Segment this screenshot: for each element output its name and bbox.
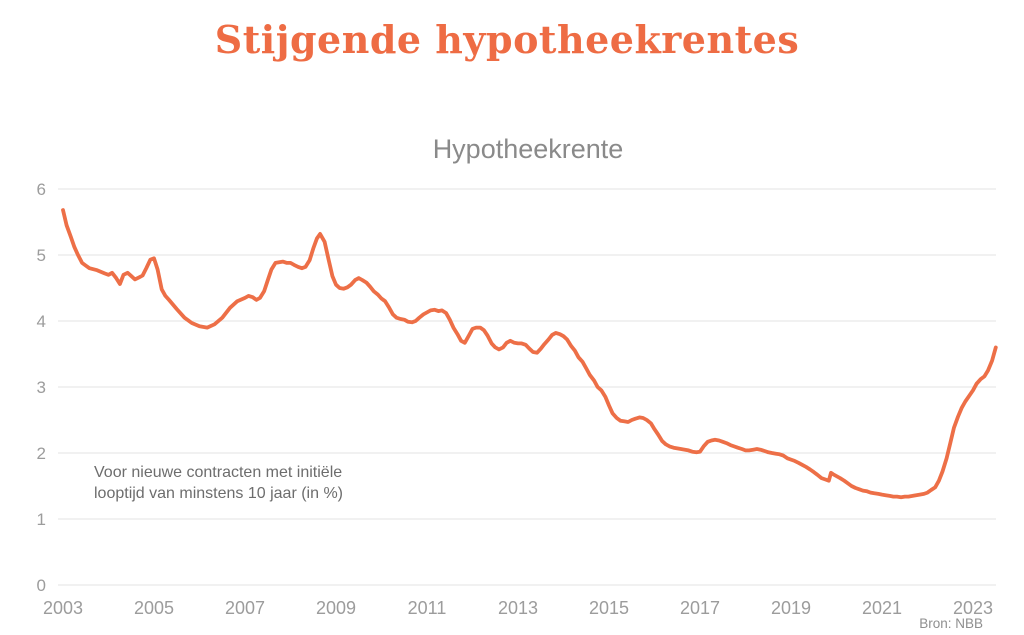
y-tick-label-3: 3 xyxy=(37,378,46,397)
x-tick-label-2021: 2021 xyxy=(862,598,902,618)
y-tick-label-6: 6 xyxy=(37,180,46,199)
x-tick-label-2007: 2007 xyxy=(225,598,265,618)
x-tick-label-2011: 2011 xyxy=(408,598,447,618)
x-tick-label-2023: 2023 xyxy=(953,598,993,618)
annotation-line-1: Voor nieuwe contracten met initiële xyxy=(94,464,343,481)
x-tick-label-2017: 2017 xyxy=(680,598,720,618)
x-tick-label-2015: 2015 xyxy=(589,598,629,618)
x-tick-label-2019: 2019 xyxy=(771,598,811,618)
chart-title: Hypotheekrente xyxy=(432,134,624,164)
x-tick-label-2005: 2005 xyxy=(134,598,174,618)
chart-annotation: Voor nieuwe contracten met initiële loop… xyxy=(94,462,343,504)
y-tick-label-0: 0 xyxy=(37,576,46,595)
y-tick-label-4: 4 xyxy=(37,312,46,331)
source-attribution: Bron: NBB xyxy=(919,616,983,631)
x-tick-label-2003: 2003 xyxy=(43,598,83,618)
y-tick-label-5: 5 xyxy=(37,246,46,265)
y-tick-label-1: 1 xyxy=(37,510,46,529)
annotation-line-2: looptijd van minstens 10 jaar (in %) xyxy=(94,485,344,502)
x-tick-label-2013: 2013 xyxy=(498,598,538,618)
page-title: Stijgende hypotheekrentes xyxy=(214,17,800,62)
rate-line xyxy=(61,208,998,500)
x-tick-label-2009: 2009 xyxy=(316,598,356,618)
y-tick-label-2: 2 xyxy=(37,444,46,463)
